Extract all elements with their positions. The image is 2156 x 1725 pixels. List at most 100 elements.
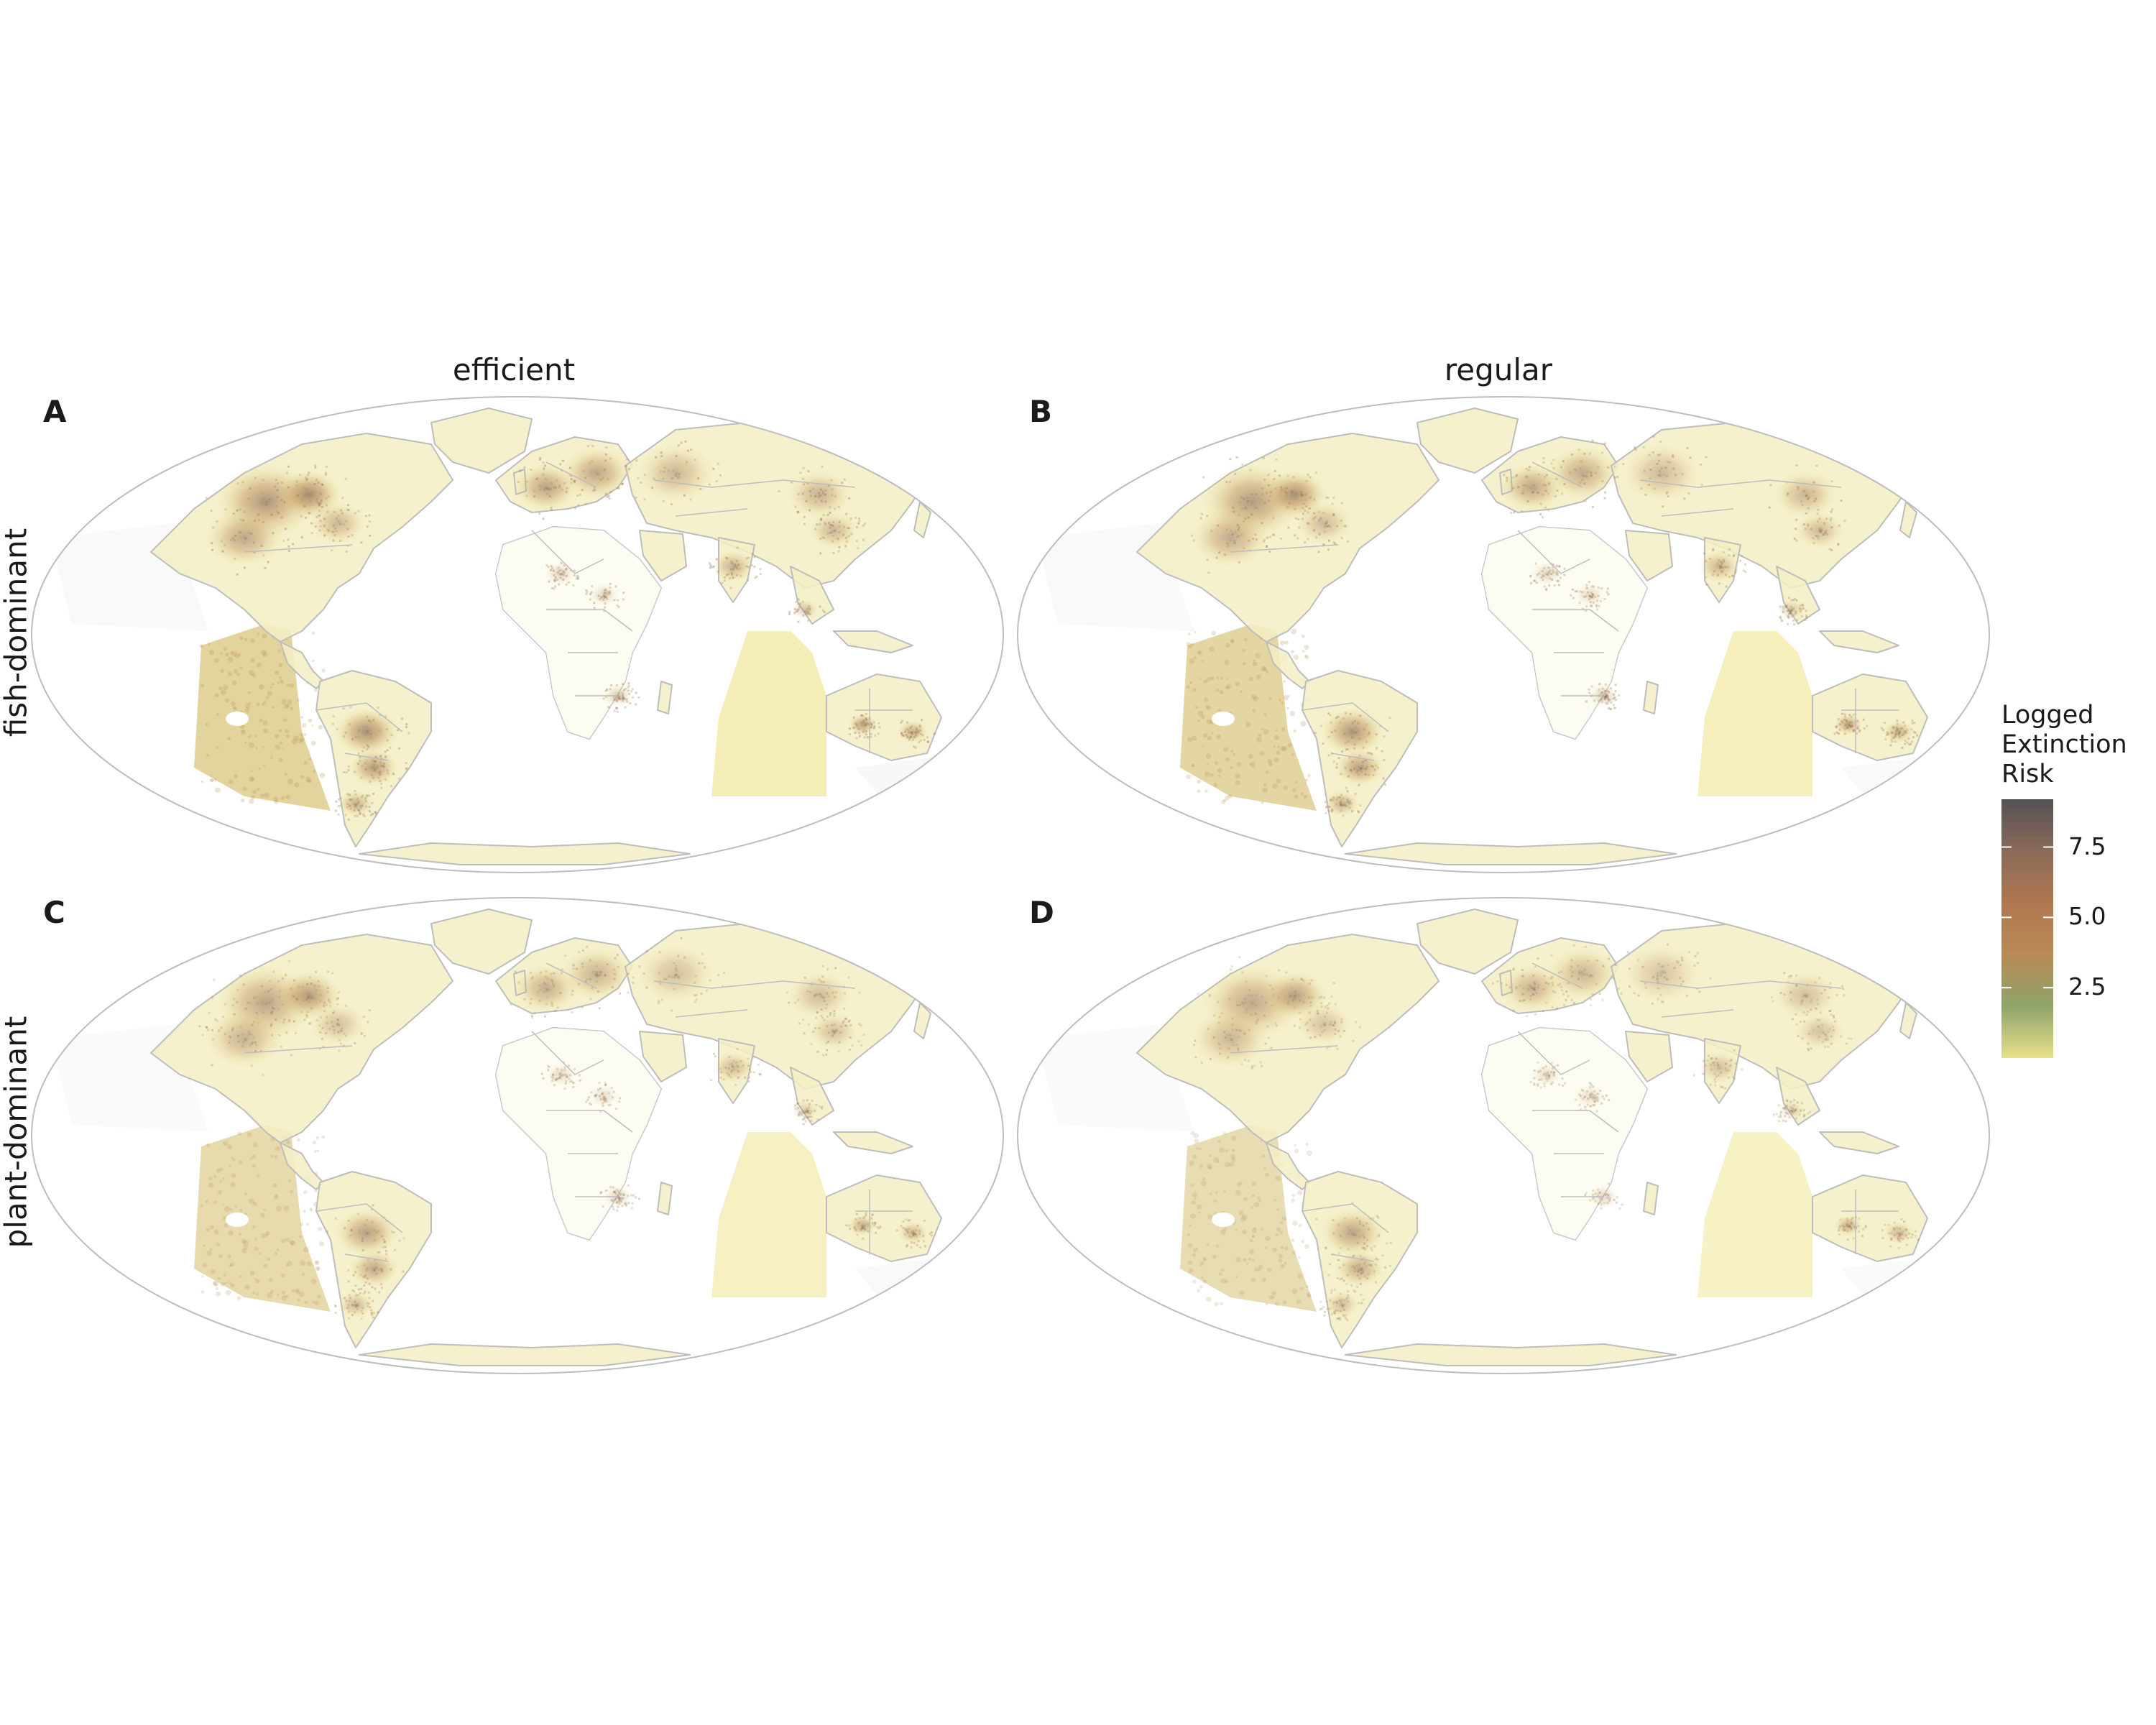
risk-hotspot: [787, 971, 852, 1020]
risk-hotspot: [808, 511, 859, 550]
risk-hotspot: [711, 550, 755, 583]
risk-hotspot: [636, 944, 715, 1004]
risk-hotspot: [1324, 1291, 1360, 1318]
landmass-arabia: [1625, 530, 1673, 581]
risk-hotspot: [636, 443, 715, 503]
landmass-indonesia: [833, 630, 913, 653]
risk-hotspot: [338, 1291, 374, 1318]
risk-hotspot: [561, 446, 632, 500]
risk-hotspot: [1335, 748, 1385, 787]
risk-hotspot: [1295, 1003, 1353, 1046]
landmass-madagascar: [657, 1182, 673, 1215]
map-panel-c: [31, 897, 1004, 1374]
risk-hotspot: [711, 1051, 755, 1084]
risk-hotspot: [1320, 707, 1385, 756]
risk-hotspot: [1883, 719, 1915, 744]
map-panel-d: [1017, 897, 1990, 1374]
risk-hotspot: [1883, 1220, 1915, 1245]
legend-gradient: [2001, 799, 2053, 1058]
landmass-new-zealand: [1938, 1268, 1961, 1298]
risk-hotspot: [205, 1008, 284, 1069]
map-panel-b: [1017, 396, 1990, 873]
landmass-indonesia: [1819, 1131, 1899, 1154]
risk-hotspot: [1795, 1012, 1845, 1051]
risk-hotspot: [1622, 443, 1701, 503]
globe-outline: [1017, 396, 1990, 873]
landmass-japan: [1899, 501, 1917, 538]
landmass-new-zealand: [952, 1268, 975, 1298]
landmass-antarctica: [1345, 842, 1677, 865]
legend-title-line-1: Logged: [2001, 701, 2094, 730]
landmass-japan: [913, 501, 931, 538]
landmass-indonesia: [833, 1131, 913, 1154]
risk-hotspot: [1795, 511, 1845, 550]
landmass-arabia: [1625, 1031, 1673, 1082]
globe-outline: [31, 897, 1004, 1374]
landmass-north-america: [150, 433, 453, 643]
risk-hotspot: [1191, 507, 1270, 568]
legend-title: Logged Extinction Risk: [2001, 701, 2127, 789]
risk-hotspot: [1574, 1084, 1606, 1108]
ocean-risk-patch: [711, 1132, 826, 1297]
risk-hotspot: [1324, 790, 1360, 817]
ocean-risk-patch: [711, 631, 826, 796]
ocean-risk-patch: [1697, 631, 1812, 796]
risk-hotspot: [561, 947, 632, 1001]
landmass-greenland: [430, 408, 533, 474]
legend-tick-label-7-5: 7.5: [2068, 832, 2106, 860]
risk-hotspot: [1777, 599, 1805, 620]
risk-hotspot: [1320, 1208, 1385, 1257]
landmass-north-america: [1136, 934, 1439, 1144]
risk-hotspot: [1547, 446, 1618, 500]
landmass-new-zealand: [952, 767, 975, 797]
risk-hotspot: [1777, 1100, 1805, 1121]
risk-hotspot: [588, 1084, 619, 1108]
legend-tick-label-5-0: 5.0: [2068, 902, 2106, 931]
legend-title-line-2: Extinction: [2001, 730, 2127, 759]
risk-hotspot: [588, 583, 619, 607]
landmass-greenland: [1416, 908, 1519, 975]
panel-tag-b: B: [1029, 394, 1053, 429]
risk-hotspot: [349, 1249, 399, 1288]
column-title-regular: regular: [1444, 352, 1553, 387]
risk-hotspot: [1547, 947, 1618, 1001]
globe-outline: [1017, 897, 1990, 1374]
risk-hotspot: [1697, 1051, 1741, 1084]
legend-title-line-3: Risk: [2001, 760, 2054, 788]
landmass-arabia: [639, 1031, 687, 1082]
risk-hotspot: [334, 707, 399, 756]
landmass-japan: [913, 1002, 931, 1039]
risk-hotspot: [897, 719, 929, 744]
landmass-madagascar: [657, 681, 673, 714]
legend-colorbar: [2001, 799, 2053, 1058]
landmass-arabia: [639, 530, 687, 581]
landmass-antarctica: [359, 842, 691, 865]
landmass-se-asia: [790, 1067, 834, 1126]
risk-hotspot: [791, 1100, 819, 1121]
landmass-se-asia: [1776, 1067, 1820, 1126]
ocean-risk-patch: [194, 624, 331, 811]
panel-tag-c: C: [43, 895, 65, 930]
risk-hotspot: [1773, 470, 1838, 519]
risk-hotspot: [1622, 944, 1701, 1004]
risk-hotspot: [1574, 583, 1606, 607]
risk-hotspot: [791, 599, 819, 620]
risk-hotspot: [1295, 502, 1353, 545]
panel-tag-a: A: [43, 394, 67, 429]
risk-hotspot: [1335, 1249, 1385, 1288]
landmass-se-asia: [1776, 566, 1820, 625]
landmass-japan: [1899, 1002, 1917, 1039]
risk-hotspot: [897, 1220, 929, 1245]
risk-hotspot: [1697, 550, 1741, 583]
landmass-greenland: [1416, 408, 1519, 474]
landmass-greenland: [430, 908, 533, 975]
landmass-madagascar: [1643, 681, 1659, 714]
ocean-risk-patch: [1180, 1125, 1317, 1312]
landmass-antarctica: [359, 1343, 691, 1366]
risk-hotspot: [787, 470, 852, 519]
risk-hotspot: [349, 748, 399, 787]
risk-hotspot: [205, 507, 284, 568]
risk-hotspot: [808, 1012, 859, 1051]
landmass-north-america: [1136, 433, 1439, 643]
landmass-antarctica: [1345, 1343, 1677, 1366]
